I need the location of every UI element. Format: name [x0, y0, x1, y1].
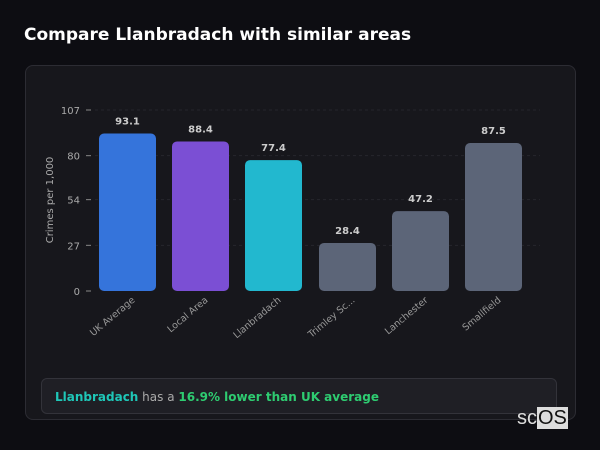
summary-stat: 16.9% lower than UK average	[178, 390, 379, 404]
y-axis-label: Crimes per 1,000	[45, 157, 56, 244]
data-label: 28.4	[335, 226, 360, 237]
x-tick-label: Local Area	[165, 295, 210, 335]
data-label: 77.4	[261, 143, 286, 154]
y-tick-label: 54	[67, 196, 80, 207]
y-tick-label: 107	[61, 106, 80, 117]
summary-place: Llanbradach	[55, 390, 139, 404]
summary-box: Llanbradach has a 16.9% lower than UK av…	[41, 378, 557, 414]
data-label: 87.5	[481, 126, 506, 137]
bar[interactable]	[99, 133, 156, 291]
y-tick-label: 27	[67, 241, 80, 252]
bar[interactable]	[319, 242, 376, 291]
page-title: Compare Llanbradach with similar areas	[24, 25, 412, 45]
data-label: 88.4	[188, 124, 213, 135]
y-tick-label: 80	[67, 152, 80, 163]
x-tick-label: Llanbradach	[231, 295, 283, 341]
bar[interactable]	[245, 160, 302, 291]
x-tick-label: Trimley Sc...	[305, 295, 357, 341]
bar[interactable]	[465, 142, 522, 291]
data-label: 47.2	[408, 194, 433, 205]
x-tick-label: UK Average	[88, 295, 137, 339]
y-tick-label: 0	[74, 287, 80, 298]
summary-text: has a	[138, 390, 179, 404]
x-tick-label: Lanchester	[383, 295, 430, 337]
x-tick-label: Smallfield	[460, 295, 503, 334]
data-label: 93.1	[115, 117, 140, 128]
bar[interactable]	[392, 211, 449, 291]
bar[interactable]	[172, 141, 229, 291]
logo: scOS	[517, 407, 568, 429]
